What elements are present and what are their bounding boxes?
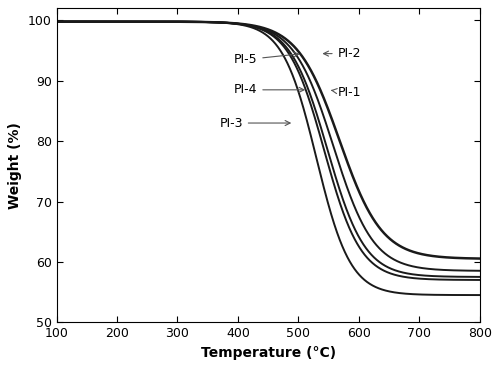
Y-axis label: Weight (%): Weight (%) xyxy=(8,122,22,209)
Text: PI-1: PI-1 xyxy=(332,86,361,99)
X-axis label: Temperature (°C): Temperature (°C) xyxy=(200,346,336,360)
Text: PI-4: PI-4 xyxy=(234,83,304,96)
Text: PI-3: PI-3 xyxy=(220,117,290,130)
Text: PI-5: PI-5 xyxy=(234,52,298,66)
Text: PI-2: PI-2 xyxy=(324,47,361,60)
